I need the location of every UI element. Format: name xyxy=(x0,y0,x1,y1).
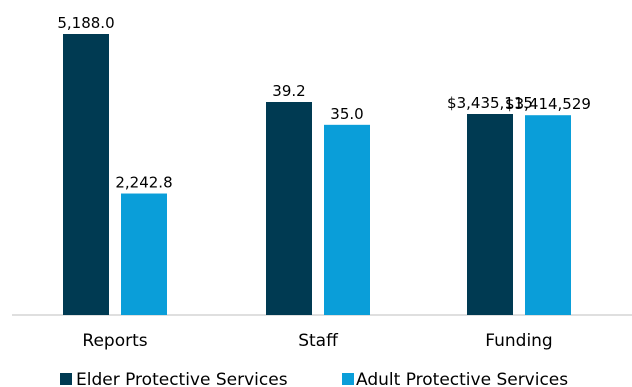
data-label-staff-adult: 35.0 xyxy=(330,105,363,123)
bars-layer xyxy=(63,34,571,315)
data-label-funding-adult: $3,414,529 xyxy=(505,95,591,113)
bar-funding-elder xyxy=(467,114,513,315)
data-labels-layer: 5,188.0 2,242.8 39.2 35.0 $3,435,115$3,414,5… xyxy=(57,14,591,192)
legend-label-elder: Elder Protective Services xyxy=(76,370,288,387)
data-label-staff-elder: 39.2 xyxy=(272,82,305,100)
legend-swatch-adult xyxy=(342,373,354,385)
category-labels-layer: Reports Staff Funding xyxy=(82,331,552,351)
category-label-staff: Staff xyxy=(298,331,339,351)
bar-funding-adult xyxy=(525,115,571,315)
legend: Elder Protective Services Adult Protecti… xyxy=(60,370,568,387)
bar-reports-adult xyxy=(121,193,167,315)
category-label-funding: Funding xyxy=(485,331,552,351)
bar-reports-elder xyxy=(63,34,109,315)
data-label-reports-adult: 2,242.8 xyxy=(115,174,172,192)
data-label-funding-elder: $3,435,115 xyxy=(447,94,533,112)
data-label-reports-elder: 5,188.0 xyxy=(57,14,114,32)
category-label-reports: Reports xyxy=(82,331,147,351)
legend-swatch-elder xyxy=(60,373,72,385)
bar-staff-adult xyxy=(324,124,370,315)
legend-label-adult: Adult Protective Services xyxy=(356,370,568,387)
bar-staff-elder xyxy=(266,102,312,315)
